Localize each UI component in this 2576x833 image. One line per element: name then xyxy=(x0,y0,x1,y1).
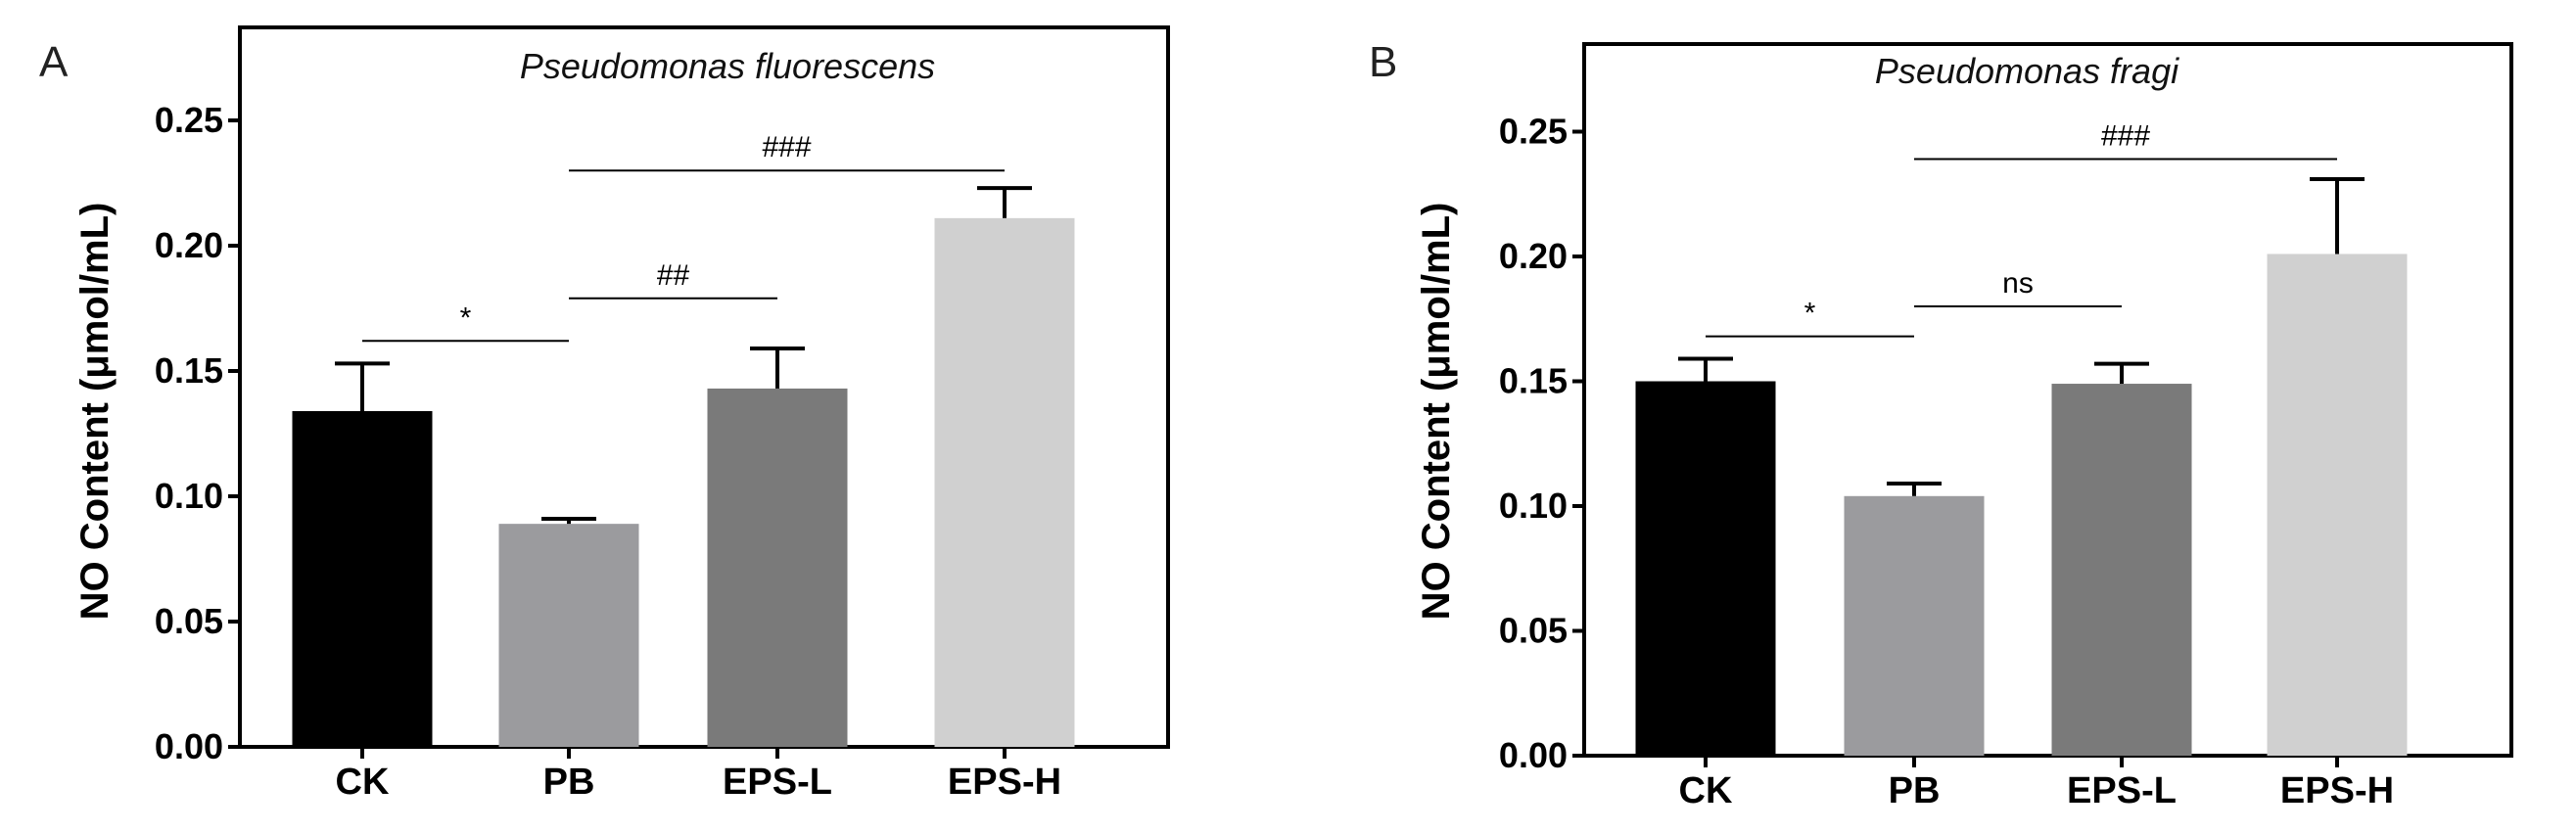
bar-pb xyxy=(498,524,639,747)
bar-eps-l xyxy=(707,388,848,747)
significance-label: ## xyxy=(657,259,690,292)
significance-label: * xyxy=(460,301,472,334)
category-label-ck: CK xyxy=(336,762,390,803)
category-label-eps-h: EPS-H xyxy=(948,762,1061,803)
panel-b-error-bars xyxy=(1678,176,2365,496)
panel-a-error-bars xyxy=(335,186,1032,525)
panel-a-title: Pseudomonas fluorescens xyxy=(520,46,935,86)
significance-label: ### xyxy=(762,131,811,163)
y-tick-label: 0.15 xyxy=(1499,361,1568,401)
y-tick-label: 0.10 xyxy=(1499,486,1568,526)
y-tick-label: 0.20 xyxy=(1499,236,1568,276)
category-label-ck: CK xyxy=(1679,770,1733,811)
y-tick-label: 0.00 xyxy=(1499,735,1568,775)
panel-a-plot-frame xyxy=(238,25,1170,749)
panel-a-y-axis-title: NO Content (μmol/mL) xyxy=(73,203,117,621)
panel-b-y-axis-title: NO Content (μmol/mL) xyxy=(1415,203,1458,621)
bar-pb xyxy=(1844,495,1985,756)
significance-label: ns xyxy=(2002,267,2034,300)
category-label-pb: PB xyxy=(1889,770,1941,811)
significance-label: ### xyxy=(2101,120,2150,153)
panel-a: A Pseudomonas fluorescens NO Content (μm… xyxy=(39,25,1170,803)
bar-eps-h xyxy=(934,217,1075,748)
y-tick-label: 0.10 xyxy=(155,476,223,516)
bar-eps-l xyxy=(2051,384,2192,756)
panel-a-y-ticks: 0.00 0.05 0.10 0.15 0.20 0.25 xyxy=(155,100,240,766)
category-label-eps-l: EPS-L xyxy=(723,762,832,803)
panel-b-title: Pseudomonas fragi xyxy=(1875,51,2179,91)
bar-ck xyxy=(1635,381,1776,756)
panel-b-significance: * ns ### xyxy=(1706,120,2337,338)
bar-eps-h xyxy=(2267,254,2408,756)
significance-label: * xyxy=(1804,298,1816,330)
y-tick-label: 0.20 xyxy=(155,225,223,265)
y-tick-label: 0.05 xyxy=(155,601,223,641)
category-label-eps-l: EPS-L xyxy=(2067,770,2177,811)
y-tick-label: 0.25 xyxy=(1499,112,1568,152)
y-tick-label: 0.00 xyxy=(155,726,223,766)
panel-b-bars xyxy=(1635,254,2408,756)
category-label-eps-h: EPS-H xyxy=(2280,770,2394,811)
bar-ck xyxy=(292,410,433,747)
panel-b-letter: B xyxy=(1369,38,1397,86)
panel-b-y-ticks: 0.00 0.05 0.10 0.15 0.20 0.25 xyxy=(1499,112,1584,775)
panel-a-letter: A xyxy=(39,38,69,86)
panel-a-bars xyxy=(292,217,1075,748)
y-tick-label: 0.05 xyxy=(1499,611,1568,651)
panel-a-significance: *##### xyxy=(362,131,1005,343)
y-tick-label: 0.25 xyxy=(155,100,223,140)
y-tick-label: 0.15 xyxy=(155,350,223,391)
panel-b: B Pseudomonas fragi NO Content (μmol/mL)… xyxy=(1369,38,2513,811)
panel-a-category-labels: CK PB EPS-L EPS-H xyxy=(336,747,1061,803)
category-label-pb: PB xyxy=(543,762,595,803)
panel-b-plot-frame xyxy=(1582,42,2513,758)
panel-b-category-labels: CK PB EPS-L EPS-H xyxy=(1679,756,2394,811)
